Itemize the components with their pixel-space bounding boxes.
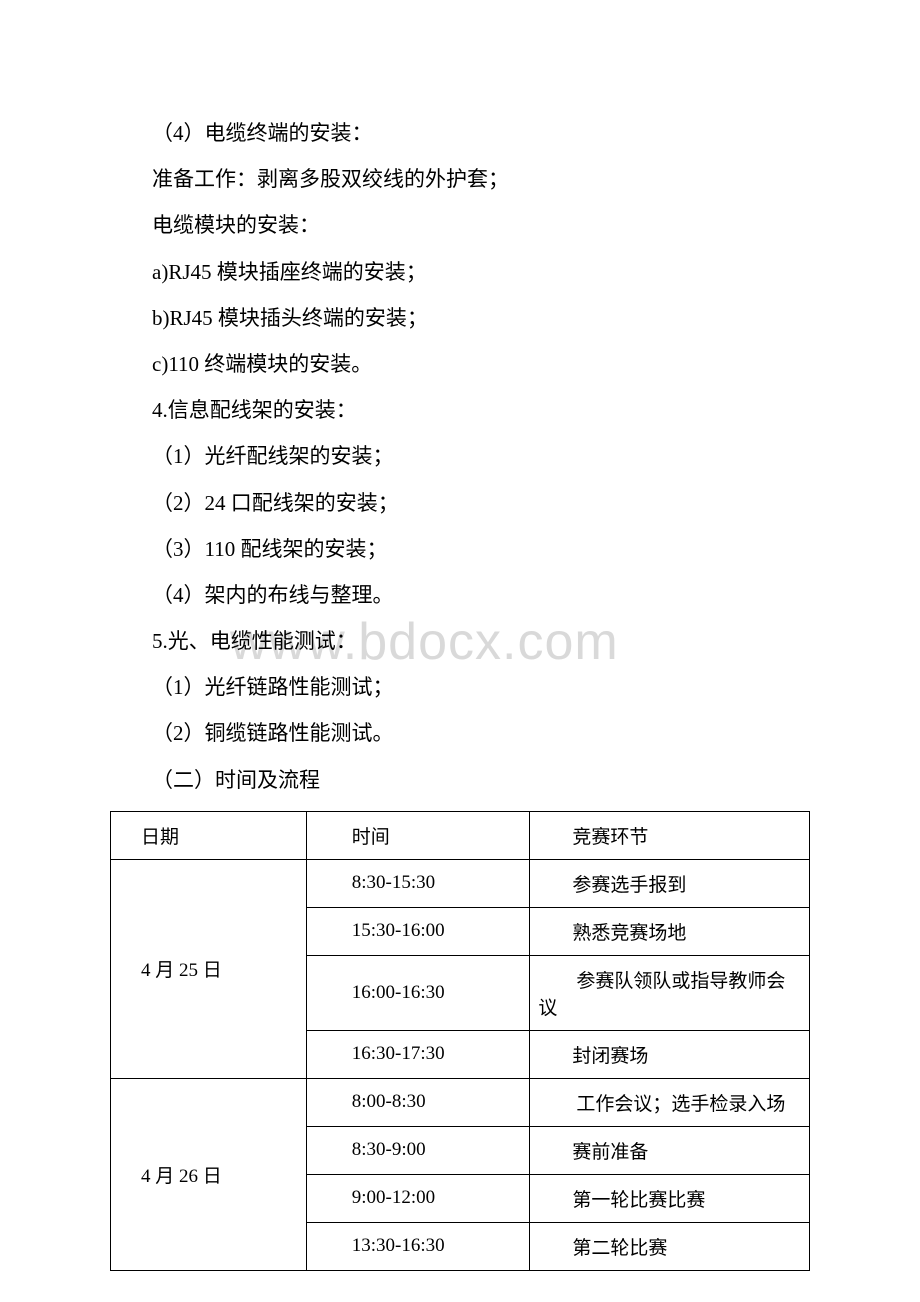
table-row: 4 月 25 日 8:30-15:30 参赛选手报到 bbox=[111, 859, 810, 907]
table-cell-time: 9:00-12:00 bbox=[306, 1174, 530, 1222]
table-cell-time: 16:30-17:30 bbox=[306, 1030, 530, 1078]
table-row: 日期 时间 竞赛环节 bbox=[111, 811, 810, 859]
table-cell-time: 15:30-16:00 bbox=[306, 907, 530, 955]
table-cell-event: 工作会议；选手检录入场 bbox=[530, 1078, 810, 1126]
table-cell-event: 第二轮比赛 bbox=[530, 1222, 810, 1270]
text-line: 5.光、电缆性能测试： bbox=[110, 618, 810, 664]
text-line: （3）110 配线架的安装； bbox=[110, 526, 810, 572]
table-cell-time: 13:30-16:30 bbox=[306, 1222, 530, 1270]
table-cell-time: 8:00-8:30 bbox=[306, 1078, 530, 1126]
text-line: a)RJ45 模块插座终端的安装； bbox=[110, 249, 810, 295]
text-line: （2）铜缆链路性能测试。 bbox=[110, 710, 810, 756]
table-header-time: 时间 bbox=[306, 811, 530, 859]
text-line: c)110 终端模块的安装。 bbox=[110, 341, 810, 387]
text-line: 电缆模块的安装： bbox=[110, 202, 810, 248]
text-line: （4）架内的布线与整理。 bbox=[110, 572, 810, 618]
table-cell-event: 封闭赛场 bbox=[530, 1030, 810, 1078]
table-cell-time: 16:00-16:30 bbox=[306, 955, 530, 1030]
table-cell-event: 参赛选手报到 bbox=[530, 859, 810, 907]
table-cell-event: 第一轮比赛比赛 bbox=[530, 1174, 810, 1222]
table-header-event: 竞赛环节 bbox=[530, 811, 810, 859]
text-line: （2）24 口配线架的安装； bbox=[110, 480, 810, 526]
table-cell-time: 8:30-15:30 bbox=[306, 859, 530, 907]
text-line: b)RJ45 模块插头终端的安装； bbox=[110, 295, 810, 341]
table-cell-event: 熟悉竞赛场地 bbox=[530, 907, 810, 955]
table-cell-date: 4 月 25 日 bbox=[111, 859, 307, 1078]
document-body: （4）电缆终端的安装： 准备工作：剥离多股双绞线的外护套； 电缆模块的安装： a… bbox=[110, 110, 810, 1271]
table-header-date: 日期 bbox=[111, 811, 307, 859]
text-line: （二）时间及流程 bbox=[110, 757, 810, 803]
text-line: （1）光纤链路性能测试； bbox=[110, 664, 810, 710]
table-row: 4 月 26 日 8:00-8:30 工作会议；选手检录入场 bbox=[111, 1078, 810, 1126]
table-cell-event: 参赛队领队或指导教师会议 bbox=[530, 955, 810, 1030]
schedule-table: 日期 时间 竞赛环节 4 月 25 日 8:30-15:30 参赛选手报到 15… bbox=[110, 811, 810, 1271]
text-line: 准备工作：剥离多股双绞线的外护套； bbox=[110, 156, 810, 202]
text-line: （4）电缆终端的安装： bbox=[110, 110, 810, 156]
table-cell-date: 4 月 26 日 bbox=[111, 1078, 307, 1270]
table-cell-event: 赛前准备 bbox=[530, 1126, 810, 1174]
text-line: （1）光纤配线架的安装； bbox=[110, 433, 810, 479]
text-line: 4.信息配线架的安装： bbox=[110, 387, 810, 433]
table-cell-time: 8:30-9:00 bbox=[306, 1126, 530, 1174]
